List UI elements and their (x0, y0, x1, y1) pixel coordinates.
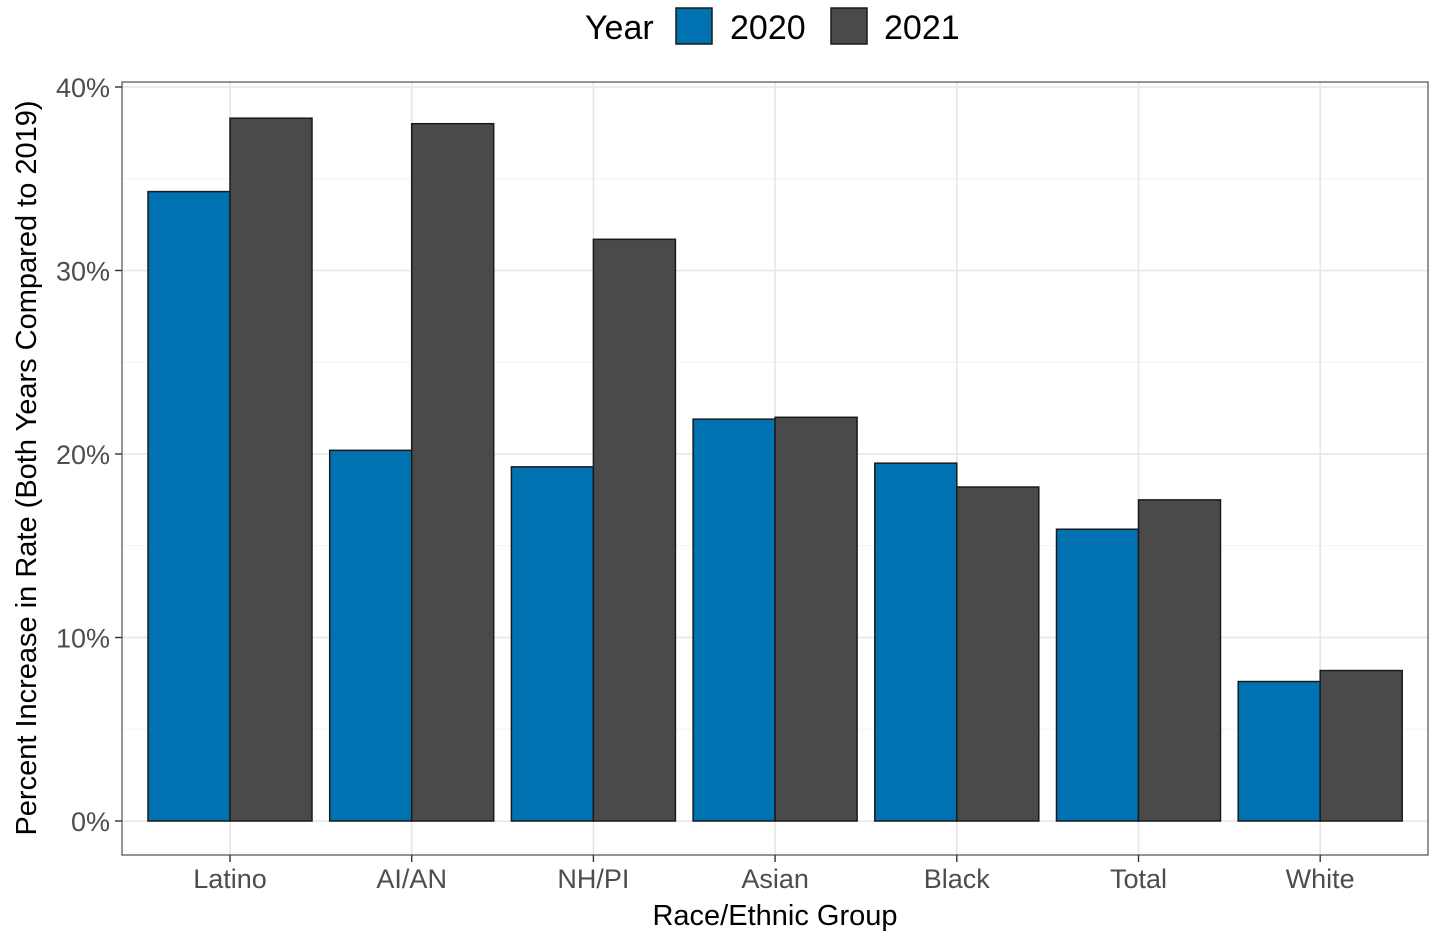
y-tick-label: 20% (56, 440, 110, 470)
x-tick-label: AI/AN (376, 864, 447, 894)
bar-2021-white (1319, 669, 1403, 822)
x-tick-label: Total (1110, 864, 1167, 894)
x-tick-label: NH/PI (557, 864, 629, 894)
legend-label-2021: 2021 (884, 9, 960, 47)
x-tick-label: Black (924, 864, 991, 894)
y-tick-label: 10% (56, 624, 110, 654)
bar-2020-white (1237, 680, 1321, 822)
y-tick-label: 0% (71, 807, 110, 837)
y-axis-title: Percent Increase in Rate (Both Years Com… (11, 100, 43, 835)
bar-2021-ai-an (410, 122, 495, 822)
bar-2020-total (1055, 528, 1140, 822)
bar-2021-black (956, 486, 1040, 822)
legend-key-2020 (675, 7, 713, 45)
x-tick-label: Asian (741, 864, 809, 894)
bar-2020-black (874, 462, 958, 822)
x-tick-label: Latino (193, 864, 267, 894)
bar-2021-total (1137, 499, 1222, 822)
legend-key-2021 (830, 7, 868, 45)
y-tick-label: 30% (56, 257, 110, 287)
legend: Year 2020 2021 (585, 7, 960, 47)
bar-2020-nh-pi (510, 466, 595, 822)
bar-2021-asian (774, 416, 858, 822)
bar-2020-latino (147, 190, 231, 822)
x-tick-label: White (1286, 864, 1355, 894)
bar-2020-asian (692, 418, 776, 822)
axes: 0% 10% 20% 30% 40% Latino AI/AN NH/PI Asian Black… (56, 73, 1355, 894)
legend-title: Year (585, 9, 654, 47)
bar-2021-nh-pi (592, 238, 677, 822)
x-axis-title: Race/Ethnic Group (652, 900, 897, 932)
bar-2021-latino (229, 117, 313, 822)
y-tick-label: 40% (56, 73, 110, 103)
bars (147, 117, 1403, 822)
legend-label-2020: 2020 (730, 9, 806, 47)
bar-2020-ai-an (328, 449, 413, 822)
